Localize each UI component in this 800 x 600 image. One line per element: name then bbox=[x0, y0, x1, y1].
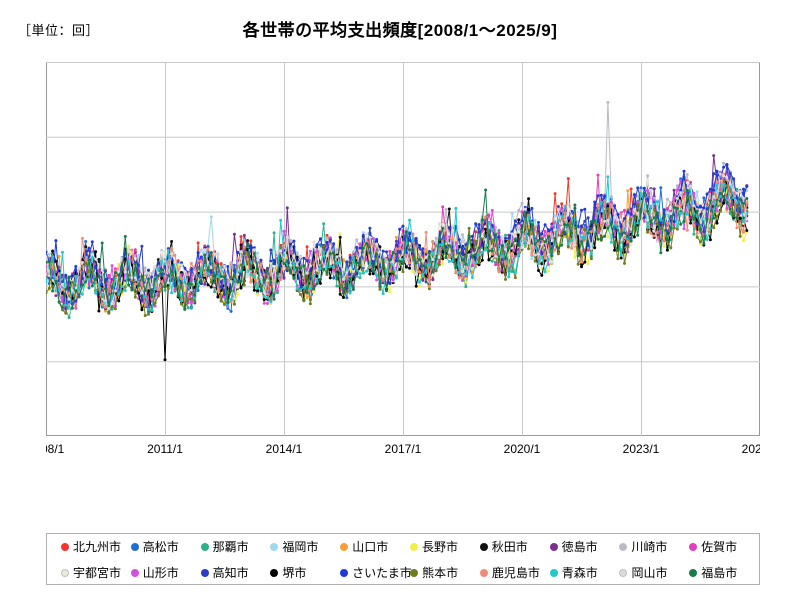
legend-label: 山形市 bbox=[142, 566, 179, 580]
unit-label: ［単位：回］ bbox=[18, 23, 100, 38]
legend-item[interactable]: さいたま市 bbox=[340, 567, 412, 579]
legend-item[interactable]: 山形市 bbox=[130, 566, 199, 580]
legend-label: 福岡市 bbox=[282, 540, 319, 554]
legend-item[interactable]: 熊本市 bbox=[410, 567, 478, 579]
legend-label: 高知市 bbox=[212, 566, 249, 580]
legend-item[interactable]: 堺市 bbox=[270, 567, 338, 579]
legend-item[interactable]: 秋田市 bbox=[479, 540, 548, 554]
legend-label: 宇都宮市 bbox=[73, 566, 122, 580]
legend-item[interactable]: 那覇市 bbox=[200, 540, 269, 554]
svg-text:2020/1: 2020/1 bbox=[504, 442, 541, 456]
legend-item[interactable]: 宇都宮市 bbox=[61, 567, 129, 579]
legend-label: 福島市 bbox=[701, 566, 738, 580]
legend-label: 青森市 bbox=[561, 566, 598, 580]
legend-item[interactable]: 福島市 bbox=[689, 567, 757, 579]
svg-text:2026/1: 2026/1 bbox=[742, 442, 760, 456]
legend-item[interactable]: 北九州市 bbox=[61, 541, 129, 553]
legend-color-dot bbox=[619, 543, 628, 551]
legend-label: 熊本市 bbox=[422, 566, 459, 580]
legend-color-dot bbox=[130, 543, 139, 551]
legend-item[interactable]: 徳島市 bbox=[549, 540, 618, 554]
legend-label: 北九州市 bbox=[73, 540, 122, 554]
legend-color-dot bbox=[689, 543, 698, 551]
legend-label: 秋田市 bbox=[491, 540, 528, 554]
svg-text:2008/1: 2008/1 bbox=[46, 442, 65, 456]
legend-color-dot bbox=[200, 543, 209, 551]
legend-label: 岡山市 bbox=[631, 566, 668, 580]
legend-item[interactable]: 福岡市 bbox=[270, 541, 338, 553]
legend-color-dot bbox=[340, 569, 349, 577]
legend-item[interactable]: 佐賀市 bbox=[689, 541, 757, 553]
legend-item[interactable]: 青森市 bbox=[549, 566, 618, 580]
legend-label: 長野市 bbox=[421, 540, 458, 554]
legend-label: 山口市 bbox=[352, 540, 389, 554]
chart-legend: 北九州市 高松市 那覇市 福岡市 山口市 長野市 秋田市 徳島市 川崎市 佐賀市宇都宮市 山形市 高知… bbox=[46, 533, 760, 585]
legend-item[interactable]: 高知市 bbox=[200, 566, 269, 580]
svg-text:2011/1: 2011/1 bbox=[147, 442, 183, 456]
legend-color-dot bbox=[340, 543, 349, 551]
legend-label: 那覇市 bbox=[212, 540, 249, 554]
svg-text:2014/1: 2014/1 bbox=[266, 442, 303, 456]
legend-label: 佐賀市 bbox=[701, 540, 738, 554]
legend-label: 川崎市 bbox=[631, 540, 668, 554]
legend-color-dot bbox=[479, 569, 488, 577]
legend-color-dot bbox=[549, 543, 558, 551]
legend-label: 堺市 bbox=[282, 566, 307, 580]
chart-plot-area: 05101520252008/12011/12014/12017/12020/1… bbox=[46, 62, 760, 486]
svg-text:2017/1: 2017/1 bbox=[385, 442, 422, 456]
legend-row: 宇都宮市 山形市 高知市 堺市 さいたま市 熊本市 鹿児島市 青森市 岡山市 福島市 bbox=[47, 560, 759, 586]
legend-color-dot bbox=[410, 569, 419, 577]
legend-color-dot bbox=[689, 569, 698, 577]
legend-item[interactable]: 高松市 bbox=[130, 540, 199, 554]
legend-row: 北九州市 高松市 那覇市 福岡市 山口市 長野市 秋田市 徳島市 川崎市 佐賀市 bbox=[47, 534, 759, 560]
svg-text:2023/1: 2023/1 bbox=[623, 442, 660, 456]
legend-label: 高松市 bbox=[142, 540, 179, 554]
legend-color-dot bbox=[619, 569, 628, 577]
legend-color-dot bbox=[270, 569, 279, 577]
legend-label: 鹿児島市 bbox=[491, 566, 540, 580]
legend-color-dot bbox=[549, 569, 558, 577]
legend-color-dot bbox=[409, 543, 418, 551]
chart-svg: 05101520252008/12011/12014/12017/12020/1… bbox=[46, 62, 760, 456]
legend-label: 徳島市 bbox=[561, 540, 598, 554]
legend-item[interactable]: 川崎市 bbox=[619, 541, 687, 553]
chart-title: 各世帯の平均支出頻度[2008/1〜2025/9] bbox=[242, 21, 558, 40]
legend-item[interactable]: 鹿児島市 bbox=[479, 566, 548, 580]
legend-color-dot bbox=[200, 569, 209, 577]
legend-item[interactable]: 山口市 bbox=[340, 541, 408, 553]
legend-color-dot bbox=[61, 569, 69, 577]
legend-color-dot bbox=[130, 569, 139, 577]
legend-color-dot bbox=[479, 543, 488, 551]
legend-item[interactable]: 長野市 bbox=[409, 540, 478, 554]
legend-color-dot bbox=[270, 543, 279, 551]
legend-color-dot bbox=[61, 543, 69, 551]
legend-item[interactable]: 岡山市 bbox=[619, 567, 687, 579]
legend-label: さいたま市 bbox=[352, 566, 412, 580]
